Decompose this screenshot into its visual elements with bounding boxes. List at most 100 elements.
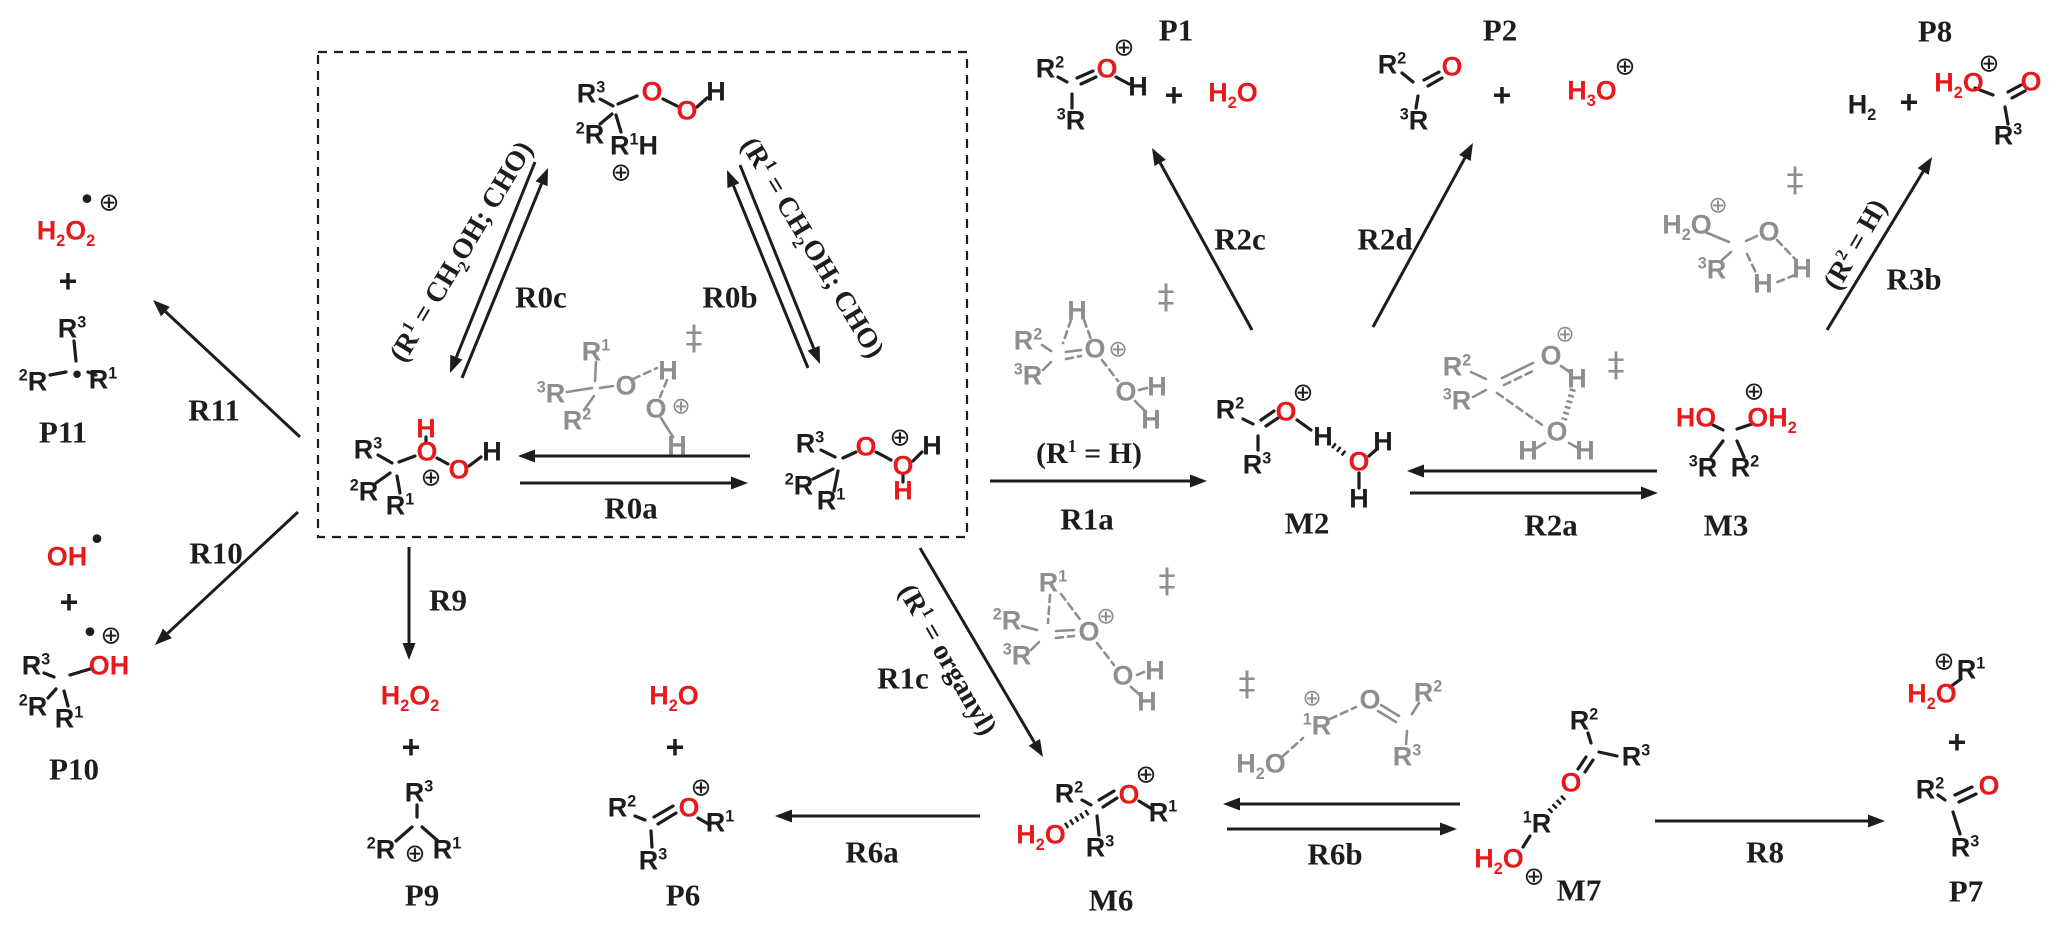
ts0a-o1: O — [615, 370, 637, 401]
p7-r1: R1 — [1956, 654, 1986, 685]
m7-o: O — [1560, 767, 1582, 798]
bond — [1062, 809, 1090, 830]
ts0a-ddagger-icon: ‡ — [685, 318, 703, 358]
bond — [661, 97, 679, 108]
ts1c-r1: R1 — [1038, 567, 1068, 598]
ts6b-h2o: H2O — [1236, 748, 1286, 783]
ts1a-h3: H — [1141, 404, 1161, 435]
p7-r3: R3 — [1950, 832, 1980, 863]
bond — [1597, 750, 1619, 758]
bond — [1720, 250, 1733, 262]
p1-oplus-icon: ⊕ — [1113, 32, 1135, 62]
arrow-r11-head — [153, 300, 170, 317]
ts3b-o: O — [1758, 216, 1780, 247]
p6-oplus-icon: ⊕ — [690, 772, 712, 802]
ts0a-r2: R2 — [562, 405, 592, 436]
oh-radical: OH — [46, 541, 88, 572]
bond-group — [42, 69, 2027, 849]
bond — [374, 471, 392, 485]
bond — [1020, 624, 1039, 632]
bond — [1101, 796, 1119, 809]
bond — [86, 370, 98, 377]
bond — [582, 394, 596, 412]
m7-r3: R3 — [1621, 741, 1651, 772]
bond — [1059, 592, 1084, 624]
bond — [2003, 105, 2010, 126]
bond — [1545, 794, 1567, 816]
p10-radical-dot: • — [81, 616, 99, 651]
ts1a-ddagger-icon: ‡ — [1157, 277, 1175, 317]
bond — [1056, 75, 1069, 84]
bond — [598, 112, 614, 126]
bond — [1414, 94, 1420, 110]
dashed-box — [316, 50, 969, 539]
bond — [1281, 736, 1305, 758]
p9-r1: R1 — [432, 834, 462, 865]
bond — [652, 804, 675, 819]
bond — [695, 96, 709, 109]
bond — [1095, 814, 1101, 837]
ts3b-h2: H — [1753, 268, 1773, 299]
arrow-r0a-reverse-head — [518, 449, 535, 463]
m2-h2: H — [1373, 426, 1393, 457]
stop-r2: 2R — [575, 119, 605, 150]
p7-oplus-icon: ⊕ — [1933, 646, 1955, 676]
p1-r2: R2 — [1035, 53, 1065, 84]
bond — [2010, 89, 2027, 100]
bond — [1075, 69, 1095, 80]
bond — [1404, 729, 1409, 746]
r1a-label: R1a — [1060, 501, 1114, 537]
stop-oplus-icon: ⊕ — [610, 157, 632, 187]
bond — [1379, 703, 1401, 718]
stop-r3: R3 — [576, 78, 606, 109]
bond — [68, 667, 92, 677]
r1a-condition: (R1 = H) — [1035, 436, 1143, 470]
ts6b-ddagger-icon: ‡ — [1238, 664, 1256, 704]
p9-plus: + — [401, 729, 421, 765]
bond — [1951, 810, 1962, 836]
m7-label: M7 — [1556, 872, 1602, 908]
r9-label: R9 — [429, 582, 467, 618]
p10-label: P10 — [49, 751, 99, 787]
p8-r3: R3 — [1993, 120, 2023, 151]
p7-r2: R2 — [1915, 774, 1945, 805]
bond — [1500, 361, 1535, 380]
bond — [1400, 71, 1415, 84]
bond — [811, 467, 835, 481]
arrow-r0c-reverse — [454, 161, 537, 358]
sbl-oplus-icon: ⊕ — [420, 462, 442, 492]
bond — [1367, 447, 1379, 458]
bond — [565, 386, 594, 394]
m3-r3: 3R — [1688, 452, 1718, 483]
bond — [1331, 442, 1348, 458]
r0b-condition: (R1 = CH2OH; CHO) — [734, 132, 891, 364]
ts3b-oplus-icon: ⊕ — [1708, 192, 1728, 219]
sbl-o1: O — [416, 436, 438, 467]
bond — [1080, 798, 1093, 807]
p10-r2: 2R — [18, 691, 48, 722]
bond — [1082, 318, 1093, 341]
m2-h1: H — [1313, 421, 1333, 452]
p7-label: P7 — [1948, 873, 1984, 909]
m6-o: O — [1118, 779, 1140, 810]
m6-r2: R2 — [1054, 778, 1084, 809]
p2-h3o: H3O — [1567, 75, 1617, 110]
ts1c-h2: H — [1137, 686, 1157, 717]
arrow-r10-head — [155, 628, 172, 645]
bond — [435, 456, 450, 466]
bond — [598, 97, 615, 108]
ts2a-r3: 3R — [1442, 385, 1472, 416]
bond — [394, 825, 414, 843]
ts1c-o1: O — [1078, 616, 1100, 647]
sbr-r2: 2R — [784, 470, 814, 501]
bond — [1410, 701, 1421, 716]
arrow-r2a-reverse-head — [1407, 464, 1424, 478]
p9-r3: R3 — [404, 777, 434, 808]
m3-ho: HO — [1675, 402, 1717, 433]
bond — [1583, 758, 1595, 774]
m6-r3: R3 — [1085, 832, 1115, 863]
arrow-r1c — [918, 547, 1036, 744]
